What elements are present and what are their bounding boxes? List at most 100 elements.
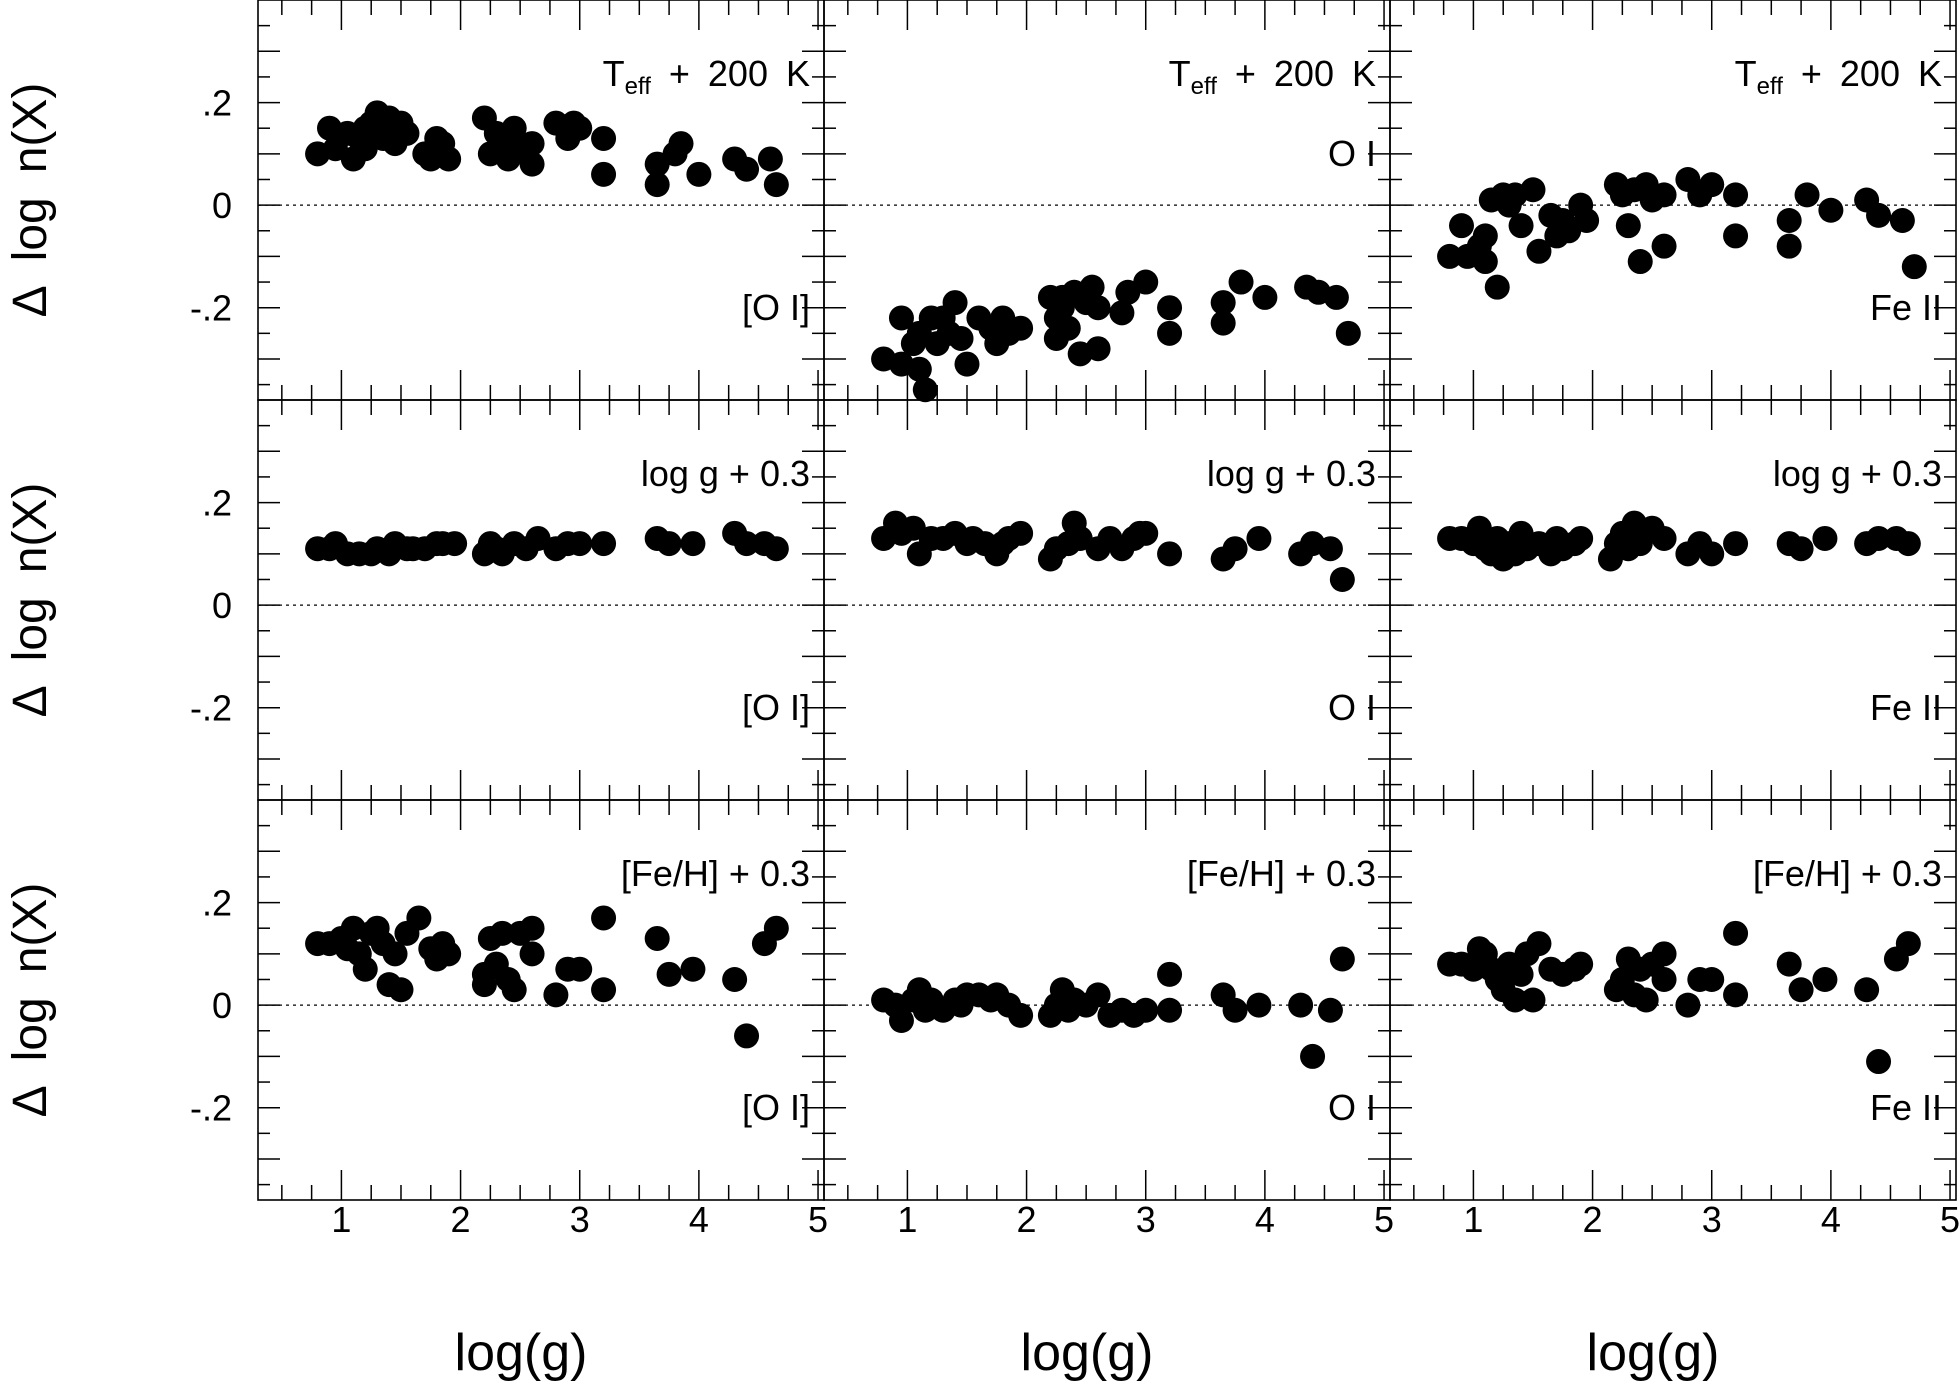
data-point [1335,320,1361,346]
species-label: O I [1328,133,1376,174]
x-axis-title: log(g) [1021,1324,1154,1382]
x-tick-label: 4 [1821,1199,1841,1240]
data-point [1508,213,1534,239]
panel-r2-c2: [Fe/H] + 0.3 Fe II [1389,799,1957,1201]
data-point [757,146,783,172]
data-point [763,536,789,562]
data-point [388,977,414,1003]
data-point [442,531,468,557]
data-point [1157,320,1183,346]
data-point [567,115,593,141]
data-point [519,915,545,941]
x-axis-title: log(g) [455,1324,588,1382]
panel-r2-c0: [Fe/H] + 0.3 [O I] [257,799,825,1201]
y-tick-label: 0 [212,985,232,1026]
data-point [1627,249,1653,275]
data-point [471,972,497,998]
x-tick-label: 3 [1702,1199,1722,1240]
perturbation-label: [Fe/H] + 0.3 [1187,853,1376,894]
data-point [1866,1049,1892,1075]
species-label: [O I] [742,687,810,728]
data-point [1329,566,1355,592]
data-point [1055,315,1081,341]
data-point [1866,525,1892,551]
y-tick-label: .2 [202,483,232,524]
data-point [1723,920,1749,946]
data-point [1633,987,1659,1013]
data-point [942,290,968,316]
data-point [1079,274,1105,300]
species-label: O I [1328,687,1376,728]
data-point [888,305,914,331]
data-point [1776,208,1802,234]
data-point [888,1008,914,1034]
data-point [382,941,408,967]
data-point [352,956,378,982]
data-point [1288,992,1314,1018]
species-label: [O I] [742,1087,810,1128]
data-point [406,905,432,931]
data-point [436,941,462,967]
data-point [644,925,670,951]
x-tick-label: 5 [808,1199,828,1240]
data-point [1502,987,1528,1013]
data-point [912,377,938,403]
panel-r1-c1: log g + 0.3 O I [823,399,1391,801]
data-point [644,172,670,198]
data-point [1085,295,1111,321]
panel-r0-c1: Teff + 200 K O I [823,0,1391,403]
data-point [1157,295,1183,321]
data-point [1008,520,1034,546]
data-point [1818,197,1844,223]
data-point [394,120,420,146]
perturbation-label: Teff + 200 K [1735,53,1942,100]
data-point [763,172,789,198]
data-point [1520,987,1546,1013]
data-point [1157,961,1183,987]
data-point [501,977,527,1003]
data-point [1794,182,1820,208]
y-tick-label: 0 [212,585,232,626]
perturbation-label: log g + 0.3 [641,453,810,494]
data-point [668,131,694,157]
data-point [1568,525,1594,551]
data-point [567,531,593,557]
data-point [1133,269,1159,295]
data-point [591,531,617,557]
data-point [1222,997,1248,1023]
data-point [1788,977,1814,1003]
data-point [1812,966,1838,992]
data-point [1776,233,1802,259]
data-point [543,982,569,1008]
data-point [1526,238,1552,264]
x-tick-label: 5 [1940,1199,1959,1240]
x-tick-label: 4 [689,1199,709,1240]
data-point [948,325,974,351]
data-point [1323,284,1349,310]
perturbation-label: Teff + 200 K [603,53,810,100]
data-point [1776,951,1802,977]
perturbation-label: log g + 0.3 [1207,453,1376,494]
data-point [1448,213,1474,239]
data-point [1866,202,1892,228]
data-point [680,956,706,982]
data-point [1520,177,1546,203]
perturbation-label: [Fe/H] + 0.3 [1753,853,1942,894]
data-point [519,941,545,967]
perturbation-label: log g + 0.3 [1773,453,1942,494]
data-point [1008,315,1034,341]
panel-r0-c0: Teff + 200 K [O I] [257,0,825,401]
y-tick-label: -.2 [190,1088,232,1129]
data-point [1901,254,1927,280]
data-point [656,961,682,987]
x-tick-label: 3 [1136,1199,1156,1240]
data-point [501,115,527,141]
data-point [591,905,617,931]
data-point [1699,541,1725,567]
species-label: Fe II [1870,1087,1942,1128]
data-point [734,156,760,182]
data-point [906,356,932,382]
data-point [1085,336,1111,362]
data-point [1228,269,1254,295]
